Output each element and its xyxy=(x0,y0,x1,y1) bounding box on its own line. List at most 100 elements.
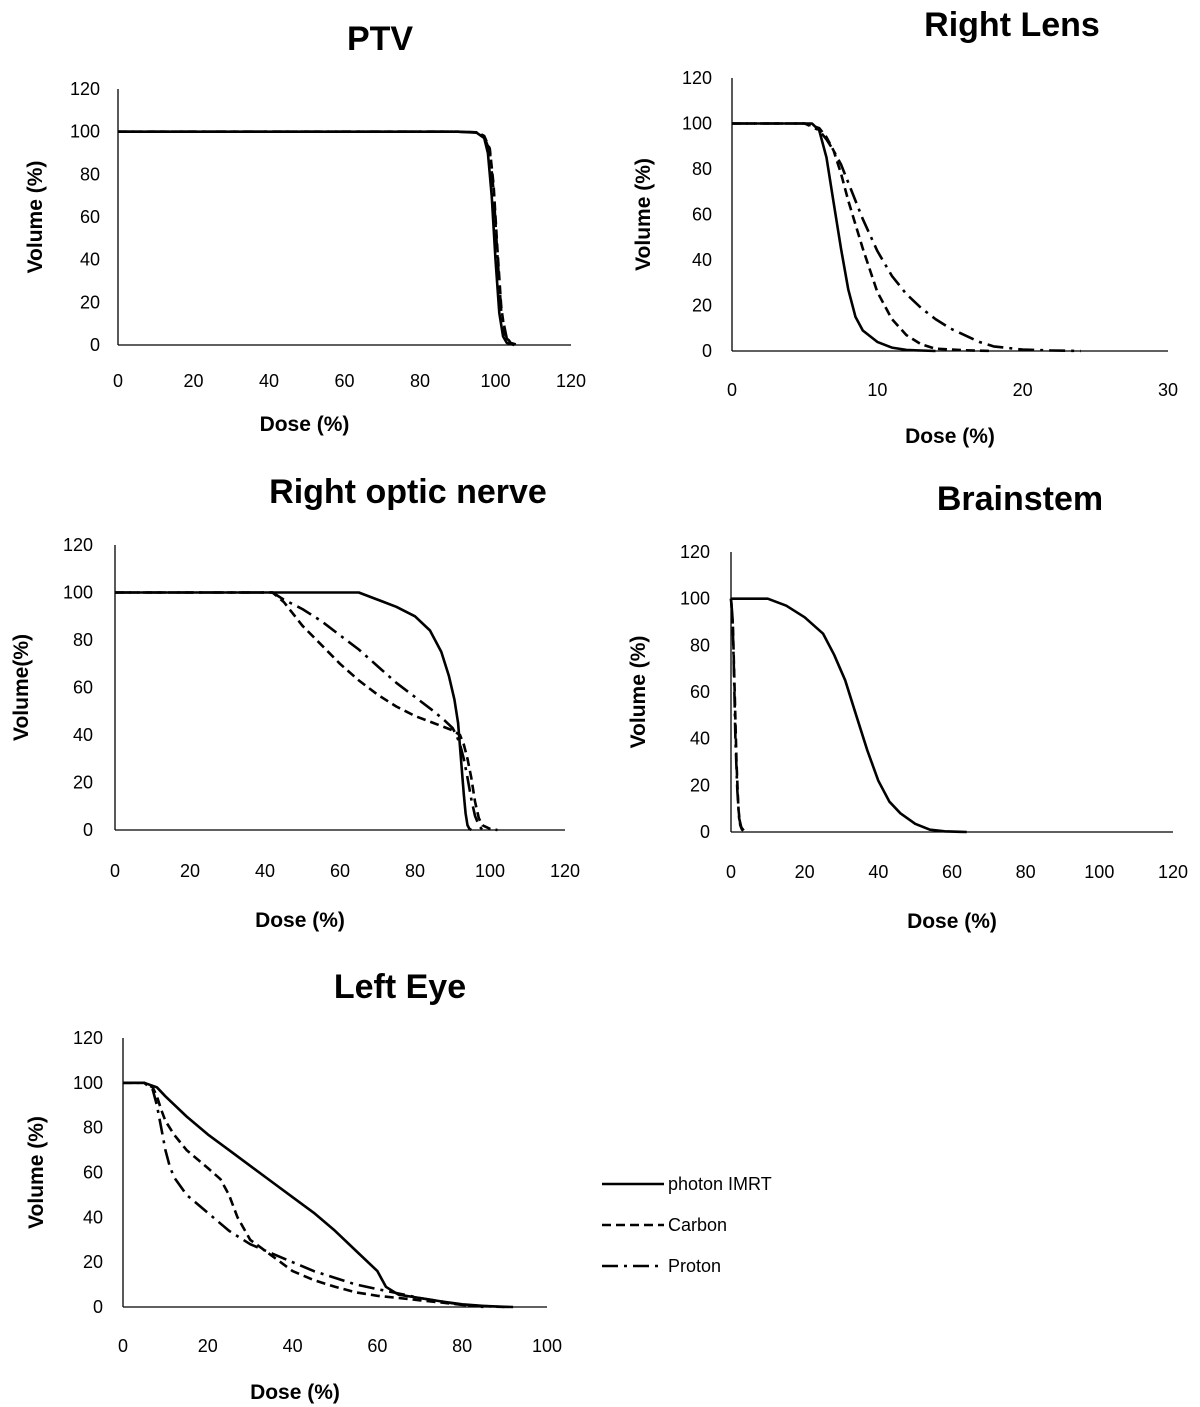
x-tick-label: 100 xyxy=(475,861,505,881)
x-tick-label: 20 xyxy=(1013,380,1033,400)
y-tick-label: 40 xyxy=(690,729,710,749)
y-axis-title: Volume (%) xyxy=(627,636,650,749)
x-tick-label: 0 xyxy=(110,861,120,881)
x-tick-label: 120 xyxy=(1158,862,1188,882)
x-tick-label: 80 xyxy=(405,861,425,881)
legend-label: photon IMRT xyxy=(668,1174,772,1194)
chart-right-optic-nerve: Right optic nerve 0 20 40 60 80 100 120 0 20 40 60 8… xyxy=(10,473,580,932)
x-axis-title: Dose (%) xyxy=(255,909,345,932)
y-tick-label: 20 xyxy=(692,296,712,316)
x-tick-label: 20 xyxy=(795,862,815,882)
y-tick-label: 120 xyxy=(70,79,100,99)
x-tick-label: 40 xyxy=(259,371,279,391)
x-tick-label: 20 xyxy=(183,371,203,391)
legend-item-carbon: Carbon xyxy=(602,1215,727,1235)
x-tick-label: 0 xyxy=(726,862,736,882)
x-tick-label: 120 xyxy=(550,861,580,881)
y-tick-label: 120 xyxy=(680,542,710,562)
series-line-solid xyxy=(732,122,936,353)
y-tick-label: 80 xyxy=(690,635,710,655)
y-tick-label: 20 xyxy=(690,775,710,795)
y-axis-title: Volume (%) xyxy=(25,1116,48,1229)
y-tick-label: 60 xyxy=(83,1163,103,1183)
x-tick-label: 20 xyxy=(180,861,200,881)
x-tick-label: 10 xyxy=(867,380,887,400)
y-tick-label: 120 xyxy=(682,68,712,88)
legend: photon IMRT Carbon Proton xyxy=(602,1174,772,1276)
x-tick-label: 60 xyxy=(334,371,354,391)
y-tick-label: 60 xyxy=(690,682,710,702)
y-tick-label: 80 xyxy=(692,159,712,179)
chart-ptv: PTV 0 20 40 60 80 100 120 0 20 40 60 80 100 120 Dose (%… xyxy=(24,20,586,436)
series-line-dashdot xyxy=(123,1081,484,1309)
y-tick-label: 20 xyxy=(80,292,100,312)
x-tick-label: 120 xyxy=(556,371,586,391)
series-line-solid xyxy=(123,1081,514,1309)
series-line-dashed xyxy=(123,1081,505,1309)
y-tick-label: 20 xyxy=(83,1252,103,1272)
legend-label: Carbon xyxy=(668,1215,727,1235)
y-tick-label: 0 xyxy=(700,822,710,842)
y-tick-label: 0 xyxy=(83,820,93,840)
x-tick-label: 80 xyxy=(410,371,430,391)
chart-title: PTV xyxy=(347,20,413,58)
y-tick-label: 100 xyxy=(682,114,712,134)
y-tick-label: 40 xyxy=(73,725,93,745)
x-axis-title: Dose (%) xyxy=(250,1381,340,1404)
x-tick-label: 60 xyxy=(330,861,350,881)
y-tick-label: 0 xyxy=(702,341,712,361)
x-tick-label: 100 xyxy=(480,371,510,391)
x-tick-label: 0 xyxy=(113,371,123,391)
y-tick-label: 60 xyxy=(692,205,712,225)
series-line-dashdot xyxy=(115,591,484,831)
y-tick-label: 120 xyxy=(73,1028,103,1048)
chart-title: Brainstem xyxy=(937,480,1103,518)
y-tick-label: 100 xyxy=(63,583,93,603)
x-tick-label: 40 xyxy=(255,861,275,881)
x-tick-label: 80 xyxy=(452,1336,472,1356)
y-tick-label: 40 xyxy=(83,1207,103,1227)
chart-brainstem: Brainstem 0 20 40 60 80 100 120 0 20 40 60 80 100 120 D… xyxy=(627,480,1188,933)
chart-right-lens: Right Lens 0 10 20 30 0 20 40 60 80 100 120 Dose (%)… xyxy=(632,6,1178,448)
y-tick-label: 100 xyxy=(73,1073,103,1093)
x-axis-title: Dose (%) xyxy=(905,425,995,448)
y-tick-label: 100 xyxy=(70,122,100,142)
series-line-dashdot xyxy=(732,122,1081,353)
x-tick-label: 40 xyxy=(283,1336,303,1356)
y-tick-label: 80 xyxy=(80,164,100,184)
x-tick-label: 0 xyxy=(727,380,737,400)
series-line-dashdot xyxy=(729,598,750,834)
series-line-dashed xyxy=(732,122,994,353)
legend-item-proton: Proton xyxy=(602,1256,721,1276)
y-axis-title: Volume(%) xyxy=(10,634,33,741)
series-line-dashed xyxy=(118,130,519,347)
series-line-dashdot xyxy=(118,130,516,346)
x-axis-title: Dose (%) xyxy=(260,413,350,436)
x-tick-label: 100 xyxy=(532,1336,562,1356)
y-tick-label: 60 xyxy=(80,207,100,227)
y-tick-label: 100 xyxy=(680,589,710,609)
x-tick-label: 60 xyxy=(367,1336,387,1356)
chart-title: Left Eye xyxy=(334,968,466,1006)
y-tick-label: 120 xyxy=(63,535,93,555)
x-tick-label: 100 xyxy=(1084,862,1114,882)
series-line-solid xyxy=(115,591,472,832)
legend-label: Proton xyxy=(668,1256,721,1276)
y-tick-label: 60 xyxy=(73,678,93,698)
chart-title: Right optic nerve xyxy=(269,473,547,511)
y-tick-label: 40 xyxy=(80,250,100,270)
y-axis-title: Volume (%) xyxy=(24,161,47,274)
x-tick-label: 20 xyxy=(198,1336,218,1356)
x-tick-label: 30 xyxy=(1158,380,1178,400)
x-axis-title: Dose (%) xyxy=(907,910,997,933)
chart-title: Right Lens xyxy=(924,6,1100,44)
legend-item-photon-imrt: photon IMRT xyxy=(602,1174,772,1194)
y-tick-label: 0 xyxy=(90,335,100,355)
series-line-solid xyxy=(731,597,967,834)
chart-left-eye: Left Eye 0 20 40 60 80 100 0 20 40 60 80 100 120 Dose … xyxy=(25,968,562,1404)
y-tick-label: 0 xyxy=(93,1297,103,1317)
y-tick-label: 20 xyxy=(73,773,93,793)
y-tick-label: 80 xyxy=(73,630,93,650)
